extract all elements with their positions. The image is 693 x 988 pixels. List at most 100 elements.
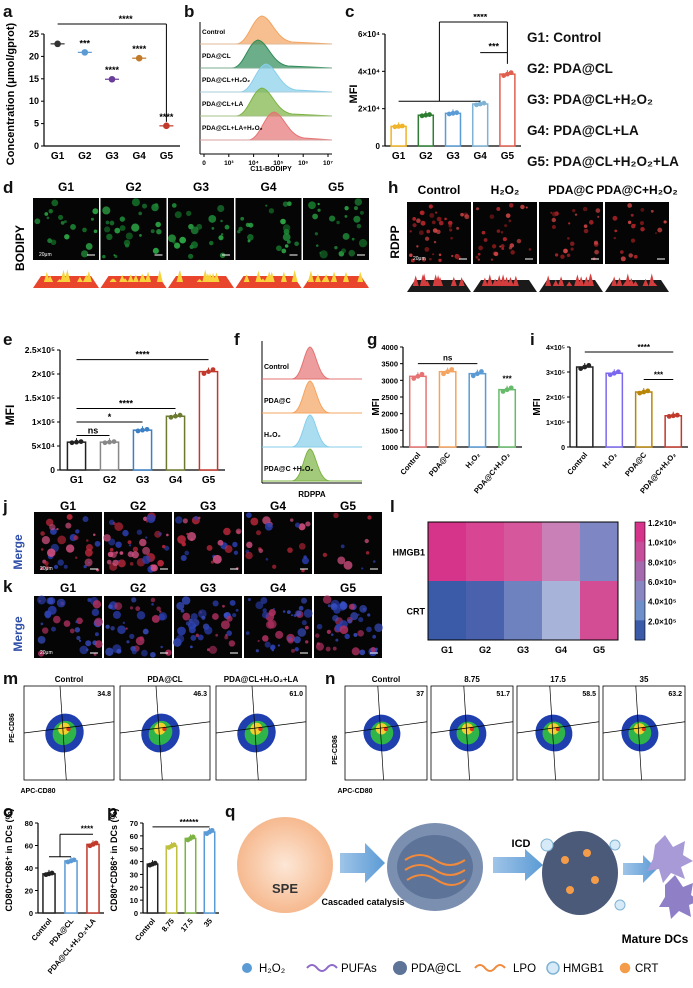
cell: [353, 206, 359, 211]
x-tick-label: 35: [202, 917, 214, 929]
surface-peak: [243, 274, 250, 282]
cell: [314, 232, 319, 236]
bar: [42, 873, 56, 914]
image-title: G4: [260, 180, 276, 194]
colorbar-label: 8.0×10⁵: [648, 558, 677, 567]
histogram: [200, 15, 333, 45]
cell: [158, 532, 162, 536]
y-tick-label: 2×10⁴: [358, 105, 380, 114]
cell: [69, 628, 75, 634]
gate-line: [602, 721, 686, 734]
data-point: [441, 371, 446, 377]
cell: [75, 620, 78, 624]
cell: [372, 634, 377, 639]
cell: [493, 251, 499, 257]
surface-peak: [176, 275, 183, 282]
cell: [294, 522, 301, 528]
y-tick-label: 0: [34, 141, 39, 151]
panel-d-ylabel: BODIPY: [13, 225, 27, 271]
cell: [190, 241, 198, 249]
heatmap-cell: [504, 581, 524, 640]
x-tick-label: G4: [555, 645, 567, 655]
bar: [498, 388, 517, 448]
cell: [416, 218, 421, 224]
surface-peak: [486, 274, 493, 286]
cell: [109, 547, 114, 552]
cell: [112, 559, 119, 567]
cell: [74, 627, 81, 633]
cell: [282, 224, 291, 232]
cell: [180, 608, 185, 613]
cell: [366, 626, 372, 633]
cell: [208, 215, 217, 223]
cell: [312, 213, 318, 220]
plot-title: 17.5: [550, 675, 566, 684]
cell: [322, 595, 332, 604]
cell: [131, 649, 137, 655]
plot-title: PDA@CL: [147, 675, 182, 684]
cell: [276, 245, 282, 252]
cell: [182, 612, 191, 621]
cell: [135, 636, 145, 646]
microscopy-image: [34, 596, 102, 658]
cell: [224, 224, 230, 230]
x-tick-label: 10⁴: [248, 160, 258, 167]
panel-n-ylabel: PE-CD86: [332, 735, 339, 765]
density-inner: [58, 722, 71, 735]
density-inner: [461, 723, 474, 735]
cell: [574, 213, 578, 216]
cascade-arrow: [340, 843, 385, 883]
cell: [275, 630, 284, 639]
cell: [640, 226, 645, 232]
cell: [232, 541, 238, 548]
cell: [438, 220, 444, 226]
data-point: [171, 842, 177, 848]
heatmap-cell: [485, 522, 505, 581]
histogram: [200, 87, 333, 117]
cell: [336, 220, 340, 225]
surface-peak: [432, 274, 439, 286]
cell: [44, 212, 49, 216]
colorbar-segment: [635, 522, 645, 543]
y-tick-label: 2×10⁵: [32, 369, 55, 379]
cell: [293, 614, 297, 617]
cell: [272, 564, 277, 569]
panel-label-o: o: [3, 802, 14, 821]
cell: [476, 207, 480, 211]
heatmap-cell: [542, 522, 562, 581]
gate-line: [155, 685, 163, 781]
row-label: CRT: [407, 607, 426, 617]
cell: [116, 648, 122, 654]
density-inner: [375, 723, 388, 735]
cell: [46, 216, 50, 220]
panel-c-legend: G1: Control G2: PDA@CL G3: PDA@CL+H₂O₂ G…: [527, 22, 693, 177]
cell: [344, 215, 348, 218]
cell: [60, 220, 65, 225]
cell: [40, 622, 44, 626]
cell: [597, 215, 600, 218]
cell: [84, 548, 93, 557]
image-title: G2: [125, 180, 141, 194]
cell: [347, 618, 353, 624]
cell: [298, 523, 306, 531]
cell: [76, 635, 81, 641]
bar: [184, 837, 197, 914]
data-point: [144, 426, 150, 432]
bar: [575, 366, 594, 448]
gate-line: [59, 685, 67, 781]
cell: [210, 560, 214, 564]
y-tick-label: 1×10⁵: [32, 417, 55, 427]
cell: [499, 245, 502, 248]
cell: [138, 211, 142, 216]
x-tick-label: G4: [474, 151, 488, 162]
cell: [150, 651, 156, 658]
panel-label-n: n: [325, 669, 336, 688]
quadrant-value: 46.3: [193, 691, 207, 698]
legend-g3: G3: PDA@CL+H₂O₂: [527, 92, 654, 107]
row-label: PDA@CL+LA+H₂O₂: [202, 125, 263, 132]
cell: [139, 234, 142, 237]
data-point: [508, 70, 514, 76]
data-point: [501, 73, 507, 78]
cell: [195, 633, 199, 638]
data-point: [411, 376, 417, 381]
